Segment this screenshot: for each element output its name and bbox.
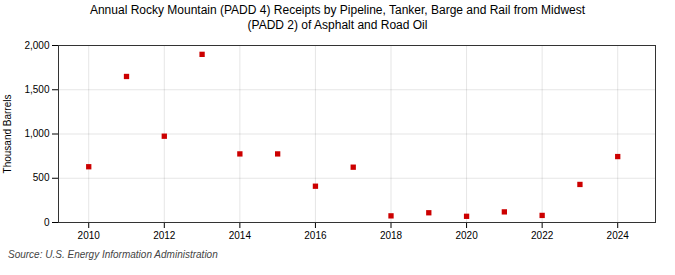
html-text:Source: U.S. Energy Informatio: Source: U.S. Energy Information Administ… bbox=[8, 249, 218, 260]
svg-text:500: 500 bbox=[33, 172, 50, 183]
svg-text:0: 0 bbox=[44, 217, 50, 228]
svg-text:2014: 2014 bbox=[229, 230, 252, 241]
svg-text:1,500: 1,500 bbox=[24, 84, 49, 95]
svg-text:1,000: 1,000 bbox=[24, 128, 49, 139]
html-text:Annual Rocky Mountain (PADD 4): Annual Rocky Mountain (PADD 4) Receipts … bbox=[89, 3, 586, 32]
svg-text:2012: 2012 bbox=[153, 230, 176, 241]
svg-text:2,000: 2,000 bbox=[24, 40, 49, 51]
svg-text:2016: 2016 bbox=[304, 230, 327, 241]
svg-text:2010: 2010 bbox=[78, 230, 101, 241]
svg-text:2018: 2018 bbox=[380, 230, 403, 241]
svg-text:Thousand Barrels: Thousand Barrels bbox=[2, 95, 13, 174]
svg-text:2024: 2024 bbox=[607, 230, 630, 241]
svg-text:2022: 2022 bbox=[531, 230, 554, 241]
svg-text:2020: 2020 bbox=[455, 230, 478, 241]
